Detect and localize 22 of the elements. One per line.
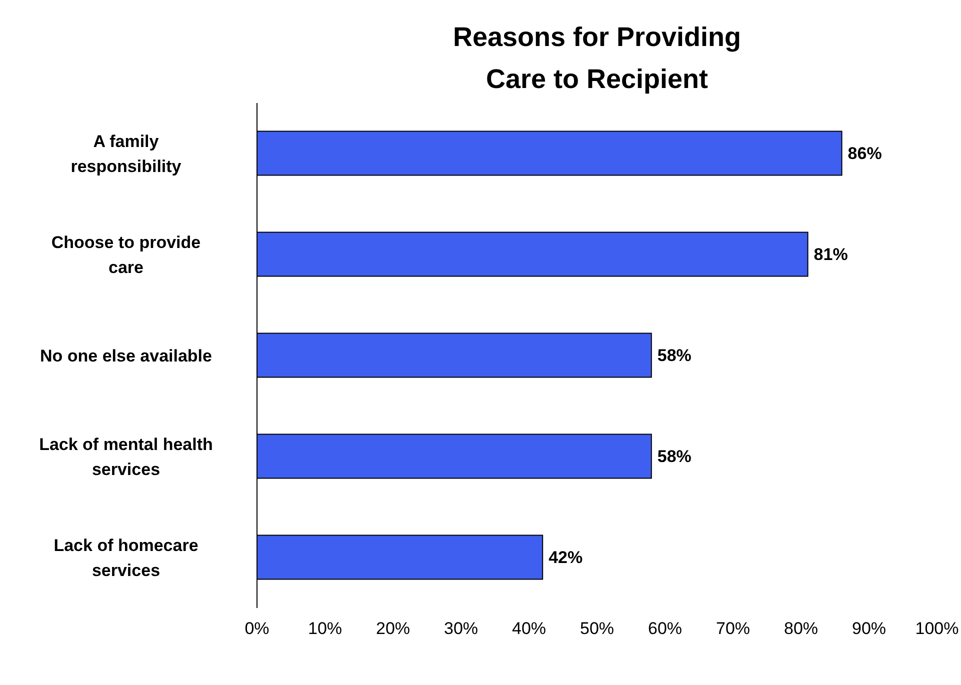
y-tick-label: Lack of mental health services bbox=[39, 434, 213, 478]
y-tick-label: A family responsibility bbox=[70, 132, 182, 176]
x-tick-label: 10% bbox=[308, 619, 342, 638]
y-tick-label: Lack of homecare services bbox=[54, 536, 198, 580]
x-tick-label: 0% bbox=[244, 619, 270, 638]
x-tick-label: 30% bbox=[444, 619, 478, 638]
y-tick-label: Choose to provide care bbox=[51, 232, 201, 276]
y-tick-label: No one else available bbox=[40, 346, 212, 365]
data-label: 58% bbox=[657, 346, 692, 365]
data-label: 58% bbox=[657, 446, 692, 466]
chart-title: Reasons for Providing Care to Recipient bbox=[452, 21, 742, 96]
x-tick-label: 90% bbox=[852, 619, 886, 638]
x-tick-label: 40% bbox=[512, 619, 546, 638]
x-tick-label: 80% bbox=[784, 619, 818, 638]
x-tick-label: 100% bbox=[915, 619, 959, 638]
x-tick-label: 70% bbox=[716, 619, 750, 638]
x-tick-label: 50% bbox=[580, 619, 614, 638]
data-label: 81% bbox=[814, 244, 848, 264]
data-label: 42% bbox=[548, 548, 583, 567]
x-tick-label: 60% bbox=[648, 619, 682, 638]
data-label: 86% bbox=[848, 144, 882, 163]
x-tick-label: 20% bbox=[376, 619, 410, 638]
